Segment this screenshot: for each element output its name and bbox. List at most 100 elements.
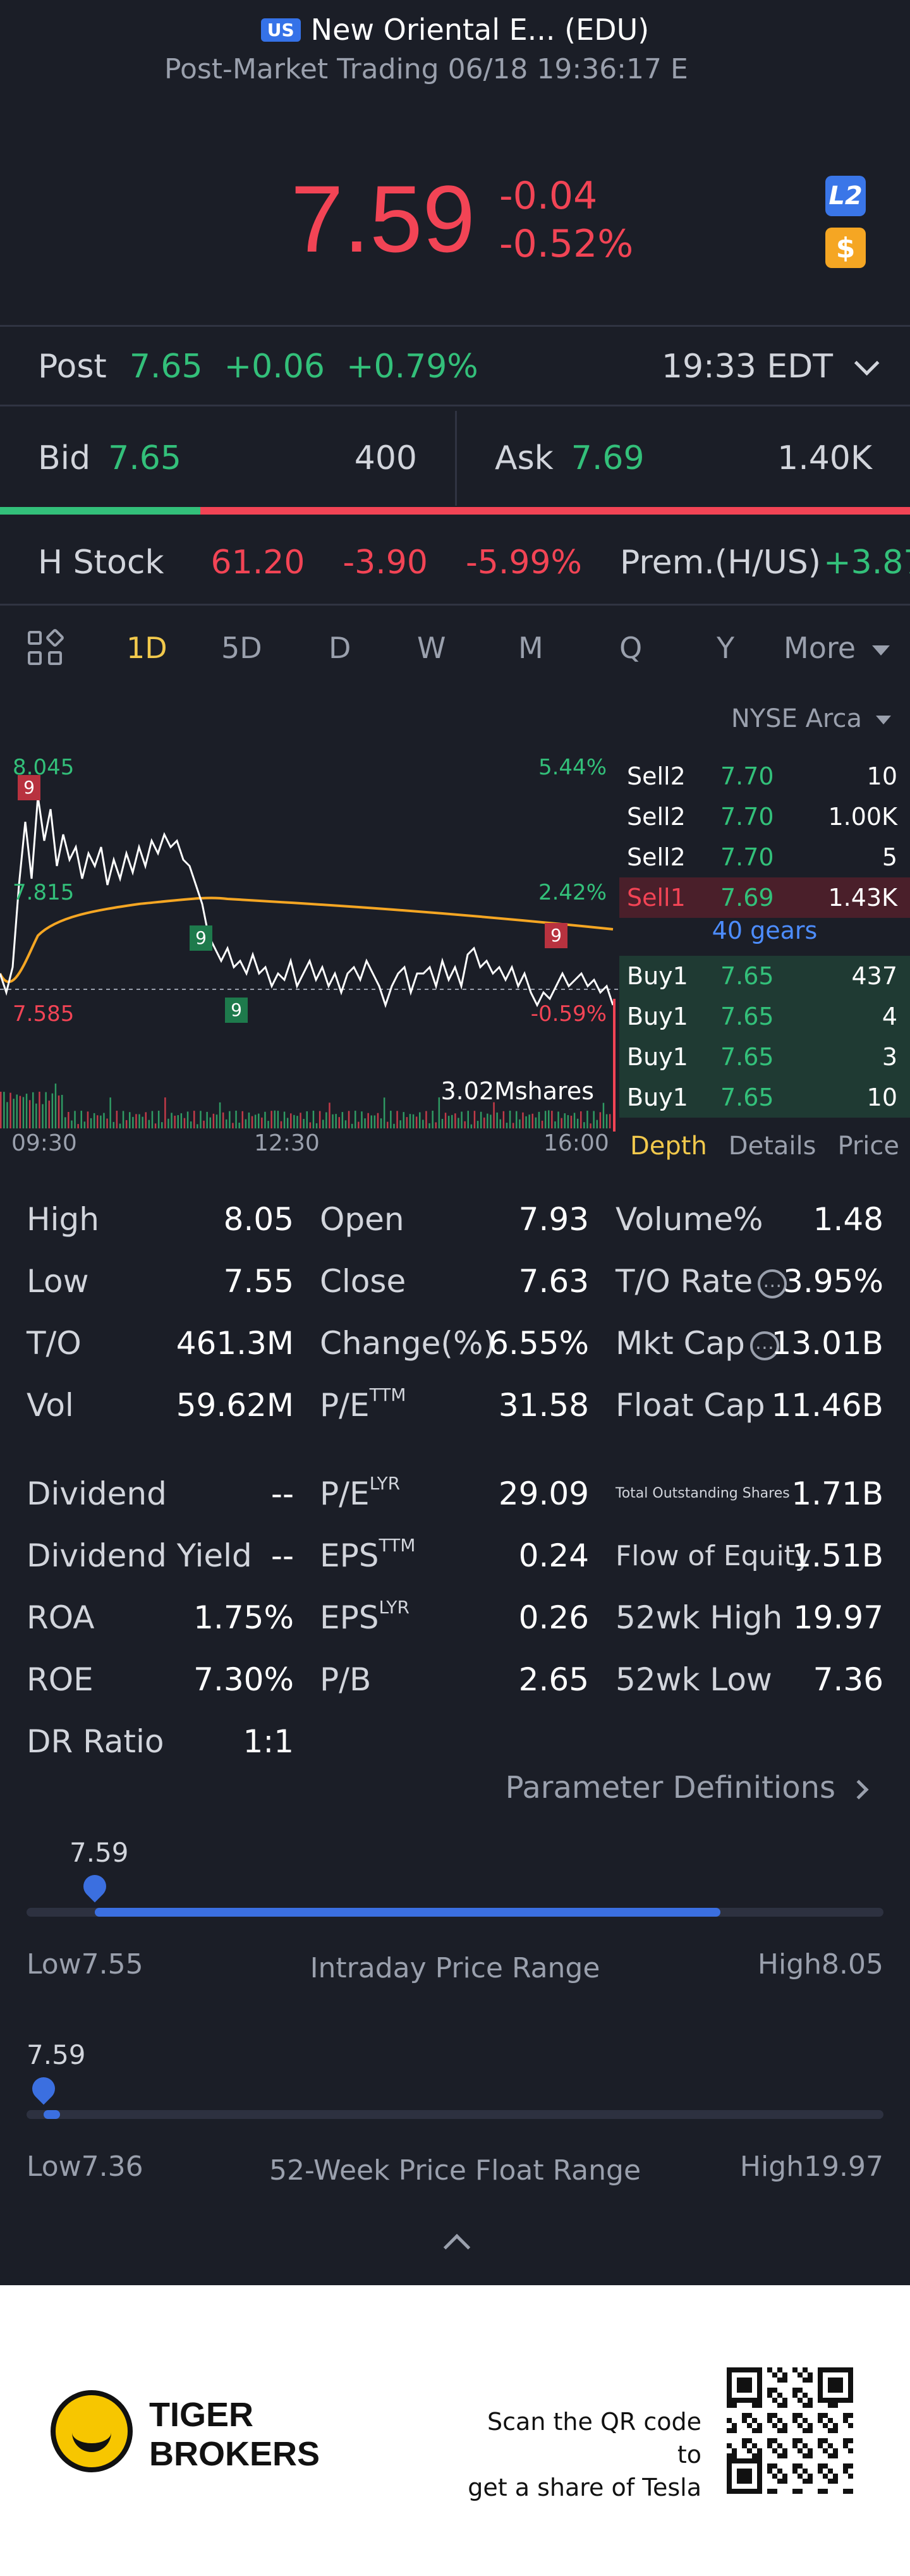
exchange-selector[interactable]: NYSE Arca: [731, 704, 891, 733]
volume-bar: [570, 1115, 573, 1128]
post-market-row[interactable]: Post 7.65 +0.06 +0.79% 19:33 EDT: [0, 335, 910, 398]
volume-bar: [296, 1116, 298, 1128]
qr-module: [767, 2489, 772, 2494]
buy-row[interactable]: Buy1 7.65 3: [619, 1037, 910, 1077]
volume-bar: [535, 1117, 537, 1128]
volume-bar: [238, 1123, 240, 1128]
chart-period-tabs: 1D 5D D W M Q Y More: [0, 613, 910, 683]
ask-section[interactable]: Ask 7.69 1.40K: [455, 411, 910, 506]
dollar-icon[interactable]: $: [825, 228, 866, 268]
volume-bar: [64, 1117, 66, 1128]
tab-price[interactable]: Price: [837, 1132, 900, 1161]
volume-bar: [576, 1118, 579, 1128]
stat-eps-ttm-label-text: EPS: [320, 1537, 379, 1574]
volume-bar: [171, 1113, 173, 1128]
volume-bar: [222, 1112, 224, 1128]
layout-grid-icon[interactable]: [28, 628, 66, 669]
qr-module: [848, 2474, 853, 2479]
qr-module: [742, 2413, 747, 2418]
h-stock-row[interactable]: H Stock 61.20 -3.90 -5.99% Prem.(H/US) +…: [0, 531, 910, 594]
qr-module: [798, 2438, 803, 2443]
qr-module: [828, 2453, 833, 2458]
sell-row-best[interactable]: Sell1 7.69 1.43K: [619, 877, 910, 918]
h-stock-label: H Stock: [38, 544, 164, 582]
buy-row[interactable]: Buy1 7.65 4: [619, 996, 910, 1037]
qr-module: [757, 2428, 762, 2433]
volume-bar: [77, 1124, 79, 1128]
qr-module: [798, 2423, 803, 2428]
tab-w[interactable]: W: [417, 631, 446, 665]
buy-row[interactable]: Buy1 7.65 10: [619, 1077, 910, 1118]
qr-module: [828, 2443, 833, 2448]
qr-module: [772, 2489, 777, 2494]
tab-q[interactable]: Q: [619, 631, 643, 665]
sell-row[interactable]: Sell2 7.70 10: [619, 756, 910, 797]
qr-module: [823, 2474, 828, 2479]
chevron-down-icon[interactable]: [854, 350, 880, 376]
bid-price: 7.65: [108, 439, 181, 477]
gears-label[interactable]: 40 gears: [712, 917, 818, 944]
ask-price: 7.69: [571, 439, 645, 477]
volume-bar: [83, 1121, 86, 1128]
volume-bar: [438, 1097, 440, 1128]
tab-1d[interactable]: 1D: [126, 631, 167, 665]
qr-module: [767, 2438, 772, 2443]
qr-module: [818, 2469, 823, 2474]
tab-more[interactable]: More: [784, 631, 890, 665]
qr-module: [808, 2372, 813, 2378]
volume-bar: [573, 1113, 576, 1128]
tiger-brokers-logo-icon: [51, 2390, 133, 2472]
qr-module: [803, 2469, 808, 2474]
volume-bar: [309, 1122, 312, 1128]
intraday-low: Low7.55: [27, 1948, 143, 1981]
qr-module: [782, 2448, 787, 2453]
buy-row[interactable]: Buy1 7.65 437: [619, 956, 910, 996]
tab-m[interactable]: M: [518, 631, 543, 665]
chart-marker-buy[interactable]: 9: [190, 925, 212, 951]
level2-icon[interactable]: L2: [825, 176, 866, 216]
collapse-chevron-up-icon[interactable]: [443, 2233, 471, 2261]
volume-bar: [19, 1096, 21, 1128]
tab-5d[interactable]: 5D: [221, 631, 262, 665]
volume-bar: [209, 1117, 211, 1128]
volume-bar: [609, 1114, 611, 1128]
qr-module: [772, 2463, 777, 2469]
sell-price: 7.70: [720, 803, 774, 831]
volume-bar: [390, 1111, 392, 1128]
chart-marker-buy[interactable]: 9: [225, 998, 248, 1023]
qr-module: [752, 2453, 757, 2458]
chart-marker-sell[interactable]: 9: [545, 923, 567, 948]
volume-bar: [506, 1123, 508, 1128]
bid-ask-row: Bid 7.65 400 Ask 7.69 1.40K: [0, 411, 910, 506]
volume-bar: [586, 1111, 588, 1128]
tab-depth[interactable]: Depth: [629, 1132, 707, 1161]
info-icon[interactable]: …: [749, 1331, 779, 1360]
week52-low-value: 7.36: [81, 2151, 143, 2183]
sell-row[interactable]: Sell2 7.70 5: [619, 837, 910, 877]
volume-bar: [325, 1112, 327, 1128]
volume-bar: [142, 1116, 143, 1128]
qr-module: [777, 2443, 782, 2448]
tab-details[interactable]: Details: [728, 1132, 816, 1161]
volume-bar: [245, 1119, 247, 1128]
sell-row[interactable]: Sell2 7.70 1.00K: [619, 797, 910, 837]
brand-line1: TIGER: [149, 2396, 254, 2434]
parameter-definitions-link[interactable]: Parameter Definitions: [506, 1770, 869, 1805]
volume-bar: [490, 1114, 492, 1128]
qr-module: [823, 2423, 828, 2428]
chart-marker-sell[interactable]: 9: [18, 775, 40, 800]
tab-d[interactable]: D: [329, 631, 351, 665]
stat-close-value: 7.63: [518, 1263, 589, 1300]
bid-section[interactable]: Bid 7.65 400: [0, 411, 455, 506]
stat-to-rate-label[interactable]: T/O Rate…: [616, 1263, 787, 1300]
volume-bar: [103, 1113, 105, 1128]
volume-bar: [599, 1112, 602, 1128]
volume-bar: [487, 1113, 488, 1128]
stat-mkt-cap-label[interactable]: Mkt Cap…: [616, 1325, 779, 1362]
intraday-chart[interactable]: 8.045 7.815 7.585 5.44% 2.42% -0.59% 9 9…: [0, 695, 619, 1156]
qr-module: [772, 2423, 777, 2428]
tab-y[interactable]: Y: [717, 631, 735, 665]
info-icon[interactable]: …: [758, 1269, 787, 1298]
qr-module: [742, 2418, 747, 2423]
stock-title[interactable]: US New Oriental E... (EDU): [0, 13, 910, 47]
